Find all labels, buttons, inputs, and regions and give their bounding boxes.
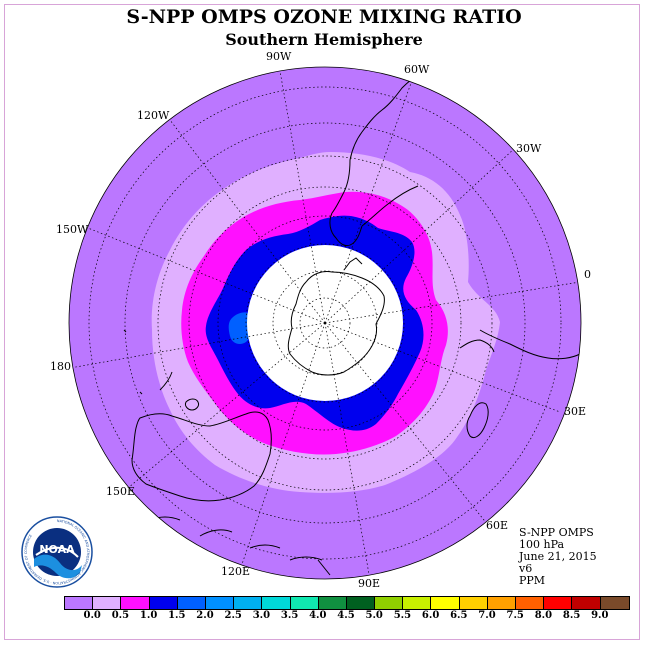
colorbar-segment xyxy=(234,597,263,609)
colorbar-tick-label: 7.5 xyxy=(506,610,524,621)
colorbar-tick-label: 5.0 xyxy=(365,610,383,621)
colorbar-tick-label: 7.0 xyxy=(478,610,496,621)
colorbar-segment xyxy=(375,597,404,609)
lon-label-60e: 60E xyxy=(486,519,508,532)
map-title: S-NPP OMPS OZONE MIXING RATIO xyxy=(126,6,522,28)
info-block: S-NPP OMPS 100 hPa June 21, 2015 v6 PPM xyxy=(519,527,597,587)
colorbar-tick-label: 1.5 xyxy=(168,610,186,621)
noaa-logo: NOAA NATIONAL OCEANIC AND ATMOSPHERIC AD… xyxy=(21,516,93,588)
longitude-labels: 90W 60W 30W 0 30E 60E 90E 120E 150E 180 … xyxy=(50,50,591,590)
colorbar-segment xyxy=(600,597,629,609)
info-instrument: S-NPP OMPS xyxy=(519,526,594,539)
colorbar-tick-label: 4.0 xyxy=(309,610,327,621)
colorbar-tick-label: 6.0 xyxy=(421,610,440,621)
colorbar-tick-label: 4.5 xyxy=(337,610,355,621)
latitude-circles xyxy=(88,86,562,560)
map-subtitle: Southern Hemisphere xyxy=(225,30,423,49)
colorbar-segment xyxy=(431,597,460,609)
info-units: PPM xyxy=(519,574,546,587)
plot-frame xyxy=(4,4,640,640)
lon-label-90e: 90E xyxy=(358,577,380,590)
colorbar-segment xyxy=(290,597,319,609)
lon-label-90w: 90W xyxy=(266,50,292,63)
colorbar-tick-label: 8.0 xyxy=(534,610,553,621)
colorbar-segment xyxy=(516,597,545,609)
colorbar-segment xyxy=(205,597,235,609)
colorbar-tick-label: 0.5 xyxy=(111,610,130,621)
meridians xyxy=(69,67,581,579)
colorbar xyxy=(64,596,630,610)
colorbar-segment xyxy=(149,597,178,609)
lon-label-120e: 120E xyxy=(221,565,250,578)
colorbar-segment xyxy=(459,597,488,609)
colorbar-segment xyxy=(572,597,601,609)
colorbar-segment xyxy=(65,597,94,609)
colorbar-tick-label: 8.5 xyxy=(562,610,581,621)
colorbar-ticks: 0.0 0.5 1.0 1.5 2.0 2.5 3.0 3.5 4.0 4.5 5.0 5.5 6.0 6… xyxy=(0,610,648,624)
colorbar-segment xyxy=(544,597,573,609)
colorbar-tick-label: 9.0 xyxy=(591,610,609,621)
colorbar-tick-label: 3.5 xyxy=(280,610,299,621)
logo-text: NOAA xyxy=(39,543,75,556)
colorbar-segment xyxy=(121,597,150,609)
info-level: 100 hPa xyxy=(519,538,565,551)
colorbar-segment xyxy=(403,597,432,609)
colorbar-tick-label: 0.0 xyxy=(83,610,101,621)
map-disk xyxy=(69,67,581,579)
colorbar-segment xyxy=(318,597,347,609)
colorbar-tick-label: 3.0 xyxy=(252,610,271,621)
colorbar-segment xyxy=(177,597,206,609)
lon-label-180: 180 xyxy=(50,360,71,373)
lon-label-0: 0 xyxy=(584,268,591,281)
colorbar-tick-label: 2.0 xyxy=(196,610,214,621)
colorbar-tick-label: 2.5 xyxy=(224,610,242,621)
info-date: June 21, 2015 xyxy=(519,550,597,563)
colorbar-tick-label: 6.5 xyxy=(450,610,468,621)
colorbar-segment xyxy=(346,597,376,609)
colorbar-segment xyxy=(93,597,122,609)
colorbar-tick-label: 1.0 xyxy=(139,610,158,621)
lon-label-150w: 150W xyxy=(56,223,89,236)
lon-label-150e: 150E xyxy=(106,485,135,498)
info-version: v6 xyxy=(519,562,533,575)
lon-label-120w: 120W xyxy=(137,109,170,122)
colorbar-segment xyxy=(262,597,291,609)
colorbar-tick-label: 5.5 xyxy=(393,610,412,621)
map-border xyxy=(68,66,582,580)
colorbar-segment xyxy=(487,597,516,609)
lon-label-30w: 30W xyxy=(516,142,542,155)
lon-label-60w: 60W xyxy=(404,63,430,76)
lon-label-30e: 30E xyxy=(564,405,586,418)
